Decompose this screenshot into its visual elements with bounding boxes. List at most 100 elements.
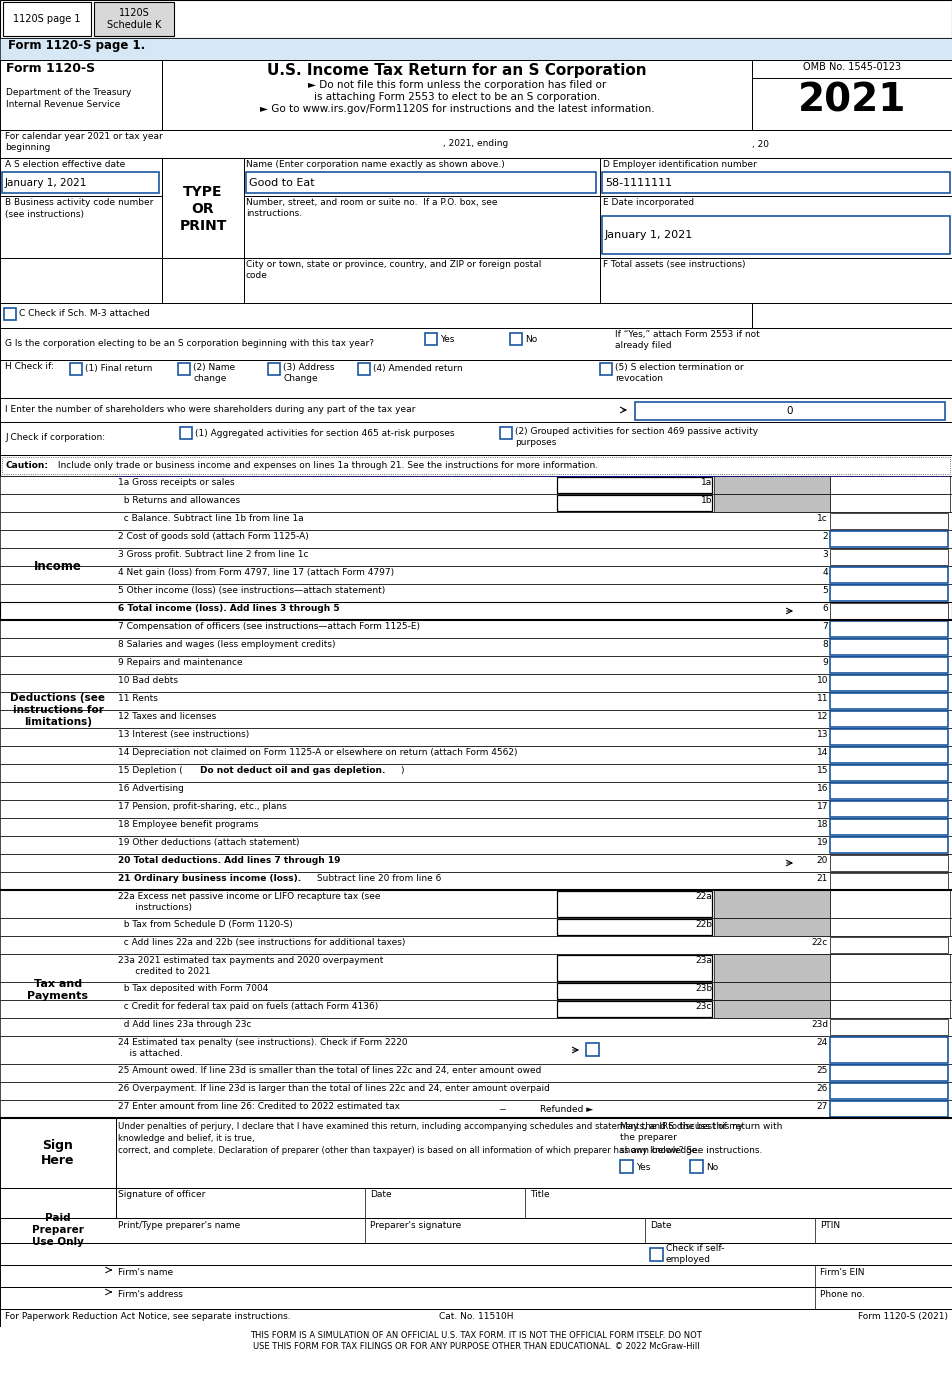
Text: Yes: Yes	[636, 1162, 650, 1172]
Bar	[830, 855, 948, 871]
Bar	[0, 1265, 952, 1288]
Bar	[830, 729, 948, 745]
Text: 19 Other deductions (attach statement): 19 Other deductions (attach statement)	[118, 838, 300, 846]
Text: b Tax deposited with Form 7004: b Tax deposited with Form 7004	[118, 984, 268, 992]
Bar	[830, 818, 948, 835]
Text: 22a: 22a	[695, 892, 712, 901]
Text: 7 Compensation of officers (see instructions—attach Form 1125-E): 7 Compensation of officers (see instruct…	[118, 622, 420, 631]
Text: 21: 21	[118, 874, 133, 883]
Bar	[0, 1063, 952, 1082]
Text: If “Yes,” attach Form 2553 if not
already filed: If “Yes,” attach Form 2553 if not alread…	[615, 330, 760, 351]
Text: Date: Date	[370, 1190, 391, 1199]
Text: 16 Advertising: 16 Advertising	[118, 784, 184, 793]
Text: Income: Income	[34, 560, 82, 572]
Text: 6 Total income (loss). Add lines 3 through 5: 6 Total income (loss). Add lines 3 throu…	[118, 604, 340, 612]
Text: No: No	[706, 1162, 718, 1172]
Text: 16: 16	[817, 784, 828, 793]
Text: For calendar year 2021 or tax year
beginning: For calendar year 2021 or tax year begin…	[5, 132, 163, 152]
Text: Paid
Preparer
Use Only: Paid Preparer Use Only	[32, 1212, 84, 1247]
Text: (1) Final return: (1) Final return	[85, 365, 152, 373]
Text: January 1, 2021: January 1, 2021	[605, 230, 693, 239]
Text: 1c: 1c	[817, 514, 828, 523]
Text: May the IRS discuss this return with
the preparer: May the IRS discuss this return with the…	[620, 1122, 783, 1141]
Text: 12 Taxes and licenses: 12 Taxes and licenses	[118, 711, 216, 721]
Text: Department of the Treasury: Department of the Treasury	[6, 88, 131, 97]
Text: Include ​only​ trade or business income and expenses on lines 1a through 21. See: Include ​only​ trade or business income …	[55, 462, 598, 470]
Bar	[830, 657, 948, 672]
Bar	[0, 1187, 952, 1218]
Bar	[557, 1001, 712, 1018]
Bar	[600, 258, 952, 303]
Bar	[162, 159, 244, 260]
Bar	[830, 873, 948, 889]
Bar	[0, 1100, 952, 1118]
Text: 27: 27	[817, 1102, 828, 1111]
Bar	[0, 1218, 952, 1243]
Bar	[0, 1308, 952, 1327]
Bar	[830, 494, 950, 512]
Text: 11: 11	[817, 695, 828, 703]
Bar	[0, 1036, 952, 1063]
Bar	[830, 889, 950, 917]
Text: , 2021, ending: , 2021, ending	[444, 139, 508, 149]
Bar	[0, 981, 952, 999]
Text: 1b: 1b	[701, 496, 712, 505]
Text: 8 Salaries and wages (less employment credits): 8 Salaries and wages (less employment cr…	[118, 640, 335, 649]
Text: 17: 17	[817, 802, 828, 812]
Bar	[714, 999, 830, 1018]
Bar	[0, 548, 952, 567]
Bar	[0, 601, 952, 619]
Bar	[557, 891, 712, 917]
Text: 7: 7	[823, 622, 828, 631]
Text: City or town, state or province, country, and ZIP or foreign postal
code: City or town, state or province, country…	[246, 260, 542, 280]
Bar	[3, 1, 91, 36]
Text: C Check if Sch. M-3 attached: C Check if Sch. M-3 attached	[19, 309, 149, 319]
Bar	[0, 159, 162, 196]
Text: Title: Title	[530, 1190, 549, 1199]
Bar	[0, 728, 952, 746]
Text: 1120S
Schedule K: 1120S Schedule K	[107, 8, 161, 31]
Bar	[602, 173, 950, 193]
Text: 6: 6	[823, 604, 828, 612]
Text: is attaching Form 2553 to elect to be an S corporation.: is attaching Form 2553 to elect to be an…	[314, 92, 600, 102]
Bar	[600, 159, 952, 196]
Text: 1a Gross receipts or sales: 1a Gross receipts or sales	[118, 477, 234, 487]
Bar	[714, 954, 830, 981]
Bar	[0, 800, 952, 818]
Bar	[557, 955, 712, 981]
Text: Phone no.: Phone no.	[820, 1290, 864, 1299]
Text: 2 Cost of goods sold (attach Form 1125-A): 2 Cost of goods sold (attach Form 1125-A…	[118, 532, 308, 541]
Text: THIS FORM IS A SIMULATION OF AN OFFICIAL U.S. TAX FORM. IT IS NOT THE OFFICIAL F: THIS FORM IS A SIMULATION OF AN OFFICIAL…	[250, 1331, 702, 1352]
Bar	[0, 129, 952, 159]
Bar	[268, 363, 280, 374]
Bar	[2, 173, 159, 193]
Text: ► Go to www.irs.gov/Form1120S for instructions and the latest information.: ► Go to www.irs.gov/Form1120S for instru…	[260, 104, 654, 114]
Text: 15: 15	[817, 766, 828, 775]
Text: Firm's name: Firm's name	[118, 1268, 173, 1276]
Text: ► Do not file this form unless the corporation has filed or: ► Do not file this form unless the corpo…	[307, 79, 606, 90]
Bar	[0, 38, 952, 60]
Bar	[830, 476, 950, 494]
Text: c Credit for federal tax paid on fuels (attach Form 4136): c Credit for federal tax paid on fuels (…	[118, 1002, 378, 1011]
Bar	[0, 1118, 952, 1187]
Text: Internal Revenue Service: Internal Revenue Service	[6, 100, 120, 109]
Bar	[635, 402, 945, 420]
Bar	[830, 954, 950, 981]
Bar	[0, 710, 952, 728]
Bar	[752, 303, 952, 329]
Text: (1) Aggregated activities for section 465 at-risk purposes: (1) Aggregated activities for section 46…	[195, 429, 454, 437]
Text: Form 1120-S: Form 1120-S	[6, 63, 95, 75]
Text: 20: 20	[817, 856, 828, 864]
Bar	[830, 782, 948, 799]
Bar	[714, 889, 830, 917]
Bar	[830, 567, 948, 583]
Text: 22c: 22c	[812, 938, 828, 947]
Bar	[0, 258, 162, 303]
Text: 3: 3	[823, 550, 828, 560]
Text: 21: 21	[817, 874, 828, 883]
Text: January 1, 2021: January 1, 2021	[5, 178, 88, 188]
Bar	[586, 1043, 599, 1057]
Text: 13 Interest (see instructions): 13 Interest (see instructions)	[118, 729, 249, 739]
Bar	[830, 1083, 948, 1100]
Bar	[830, 937, 948, 954]
